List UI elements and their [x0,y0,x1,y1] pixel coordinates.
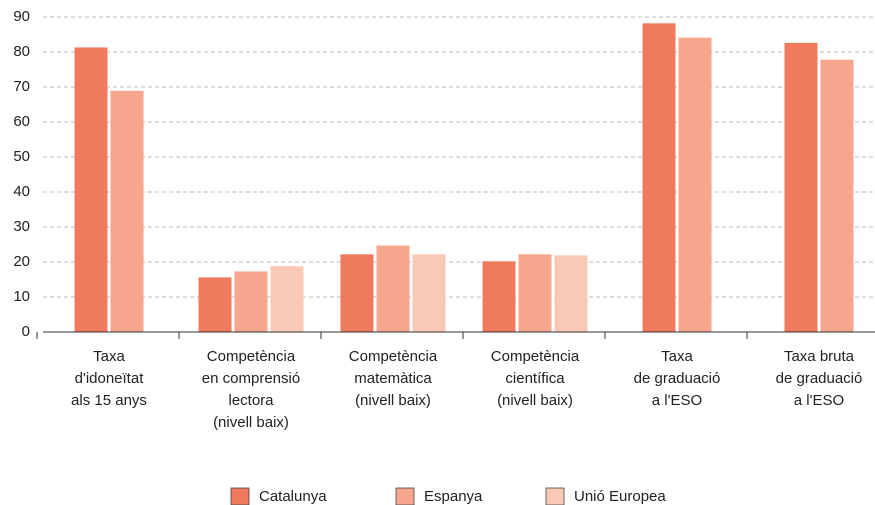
y-tick-label: 20 [13,253,30,270]
x-tick-label: (nivell baix) [355,392,431,409]
y-tick-label: 60 [13,113,30,130]
x-tick-label: de graduació [776,370,863,387]
x-tick-label: Competència [491,348,580,365]
x-tick-label: (nivell baix) [213,414,289,431]
x-tick-label: científica [505,370,565,387]
x-tick-label: Taxa bruta [784,348,855,365]
x-tick-label: a l'ESO [794,392,844,409]
bar [678,37,712,333]
x-tick-label: matemàtica [354,370,432,387]
y-tick-label: 10 [13,288,30,305]
bar [110,90,144,332]
x-tick-label: Competència [207,348,296,365]
legend-swatch [545,487,565,505]
bar [376,245,410,332]
legend-swatch [395,487,415,505]
bar [642,23,676,333]
bar [74,47,108,332]
x-tick-label: (nivell baix) [497,392,573,409]
bar [518,254,552,332]
x-tick-label: Competència [349,348,438,365]
legend-label: Catalunya [259,488,327,505]
x-tick-label: lectora [228,392,274,409]
x-tick-label: Taxa [661,348,693,365]
x-tick-label: a l'ESO [652,392,702,409]
bar [234,271,268,332]
bar [198,277,232,332]
x-tick-label: de graduació [634,370,721,387]
x-tick-label: als 15 anys [71,392,147,409]
y-tick-label: 30 [13,218,30,235]
bar [340,254,374,332]
bar [270,266,304,332]
x-tick-label: en comprensió [202,370,300,387]
bar [412,254,446,332]
bar [554,255,588,332]
legend-label: Espanya [424,488,483,505]
legend-swatch [230,487,250,505]
y-tick-label: 40 [13,183,30,200]
y-tick-label: 70 [13,78,30,95]
x-tick-label: d'idoneïtat [75,370,145,387]
legend-label: Unió Europea [574,488,666,505]
bar [482,261,516,332]
y-tick-label: 50 [13,148,30,165]
bar [820,59,854,332]
y-tick-label: 80 [13,43,30,60]
bar [784,42,818,333]
y-tick-label: 0 [22,323,30,340]
y-tick-label: 90 [13,8,30,25]
x-tick-label: Taxa [93,348,125,365]
